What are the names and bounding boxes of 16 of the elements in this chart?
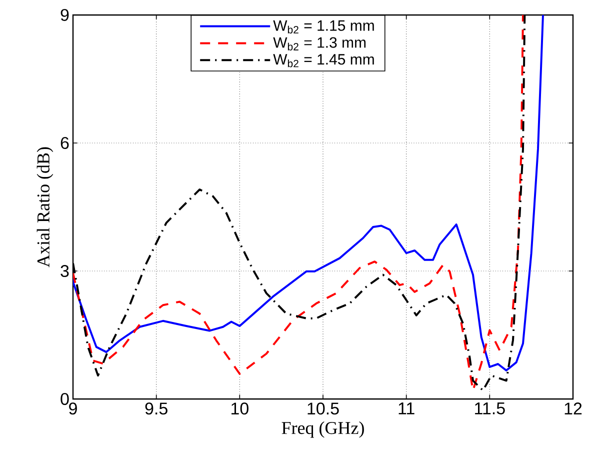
- x-tick-label: 11: [398, 402, 414, 414]
- x-tick-label: 11.5: [475, 402, 505, 414]
- x-tick-label: 9.5: [145, 402, 168, 415]
- y-tick-label: 0: [60, 392, 69, 406]
- y-tick-label: 9: [60, 8, 69, 22]
- y-tick-label: 6: [60, 136, 69, 150]
- x-tick-label: 10: [232, 402, 248, 415]
- x-axis-title: Freq (GHz): [282, 421, 364, 438]
- legend-label: W$_{b2}$ = 1.3 mm: [273, 37, 366, 50]
- x-tick-label: 10.5: [308, 402, 339, 415]
- legend-label: W$_{b2}$ = 1.15 mm: [273, 20, 374, 34]
- x-tick-label: 12: [564, 402, 582, 414]
- x-tick-label: 9: [69, 402, 77, 415]
- y-tick-label: 3: [60, 264, 69, 278]
- y-axis-title: Axial Ratio (dB): [36, 147, 54, 268]
- legend-label: W$_{b2}$ = 1.45 mm: [273, 54, 374, 68]
